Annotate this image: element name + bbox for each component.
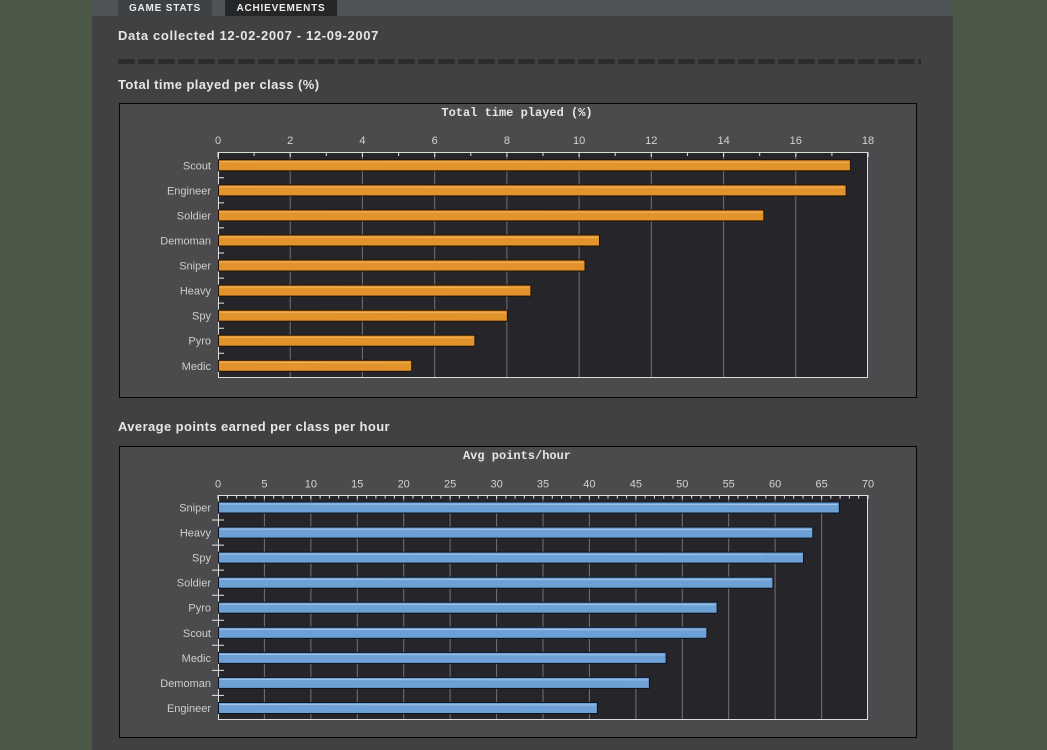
svg-text:Avg points/hour: Avg points/hour <box>463 449 571 463</box>
svg-text:40: 40 <box>583 479 595 491</box>
svg-text:5: 5 <box>261 479 267 491</box>
svg-text:Pyro: Pyro <box>188 336 211 348</box>
svg-text:Heavy: Heavy <box>180 286 212 298</box>
svg-text:8: 8 <box>504 135 510 147</box>
svg-text:Soldier: Soldier <box>177 210 212 222</box>
svg-text:Medic: Medic <box>182 361 212 373</box>
svg-text:Engineer: Engineer <box>167 703 211 715</box>
svg-text:Spy: Spy <box>192 553 211 565</box>
svg-text:50: 50 <box>676 479 688 491</box>
svg-text:25: 25 <box>444 479 456 491</box>
svg-text:Spy: Spy <box>192 311 211 323</box>
svg-text:45: 45 <box>630 479 642 491</box>
svg-text:65: 65 <box>815 479 827 491</box>
svg-text:10: 10 <box>305 479 317 491</box>
svg-text:16: 16 <box>790 135 802 147</box>
svg-text:55: 55 <box>723 479 735 491</box>
svg-text:4: 4 <box>359 135 365 147</box>
svg-text:60: 60 <box>769 479 781 491</box>
svg-text:2: 2 <box>287 135 293 147</box>
svg-text:6: 6 <box>432 135 438 147</box>
svg-text:70: 70 <box>862 479 874 491</box>
svg-text:Demoman: Demoman <box>160 236 211 248</box>
svg-text:30: 30 <box>490 479 502 491</box>
svg-text:Scout: Scout <box>183 160 211 172</box>
svg-text:0: 0 <box>215 479 221 491</box>
svg-text:20: 20 <box>398 479 410 491</box>
svg-text:Soldier: Soldier <box>177 578 212 590</box>
svg-text:0: 0 <box>215 135 221 147</box>
svg-text:Heavy: Heavy <box>180 528 212 540</box>
svg-text:18: 18 <box>862 135 874 147</box>
svg-text:35: 35 <box>537 479 549 491</box>
svg-text:Total time played (%): Total time played (%) <box>441 106 592 120</box>
svg-text:10: 10 <box>573 135 585 147</box>
svg-text:15: 15 <box>351 479 363 491</box>
svg-text:14: 14 <box>717 135 729 147</box>
svg-text:Engineer: Engineer <box>167 185 211 197</box>
svg-text:Sniper: Sniper <box>179 503 211 515</box>
svg-text:12: 12 <box>645 135 657 147</box>
svg-text:Pyro: Pyro <box>188 603 211 615</box>
svg-text:Scout: Scout <box>183 628 211 640</box>
svg-text:Sniper: Sniper <box>179 261 211 273</box>
svg-text:Medic: Medic <box>182 653 212 665</box>
svg-text:Demoman: Demoman <box>160 678 211 690</box>
